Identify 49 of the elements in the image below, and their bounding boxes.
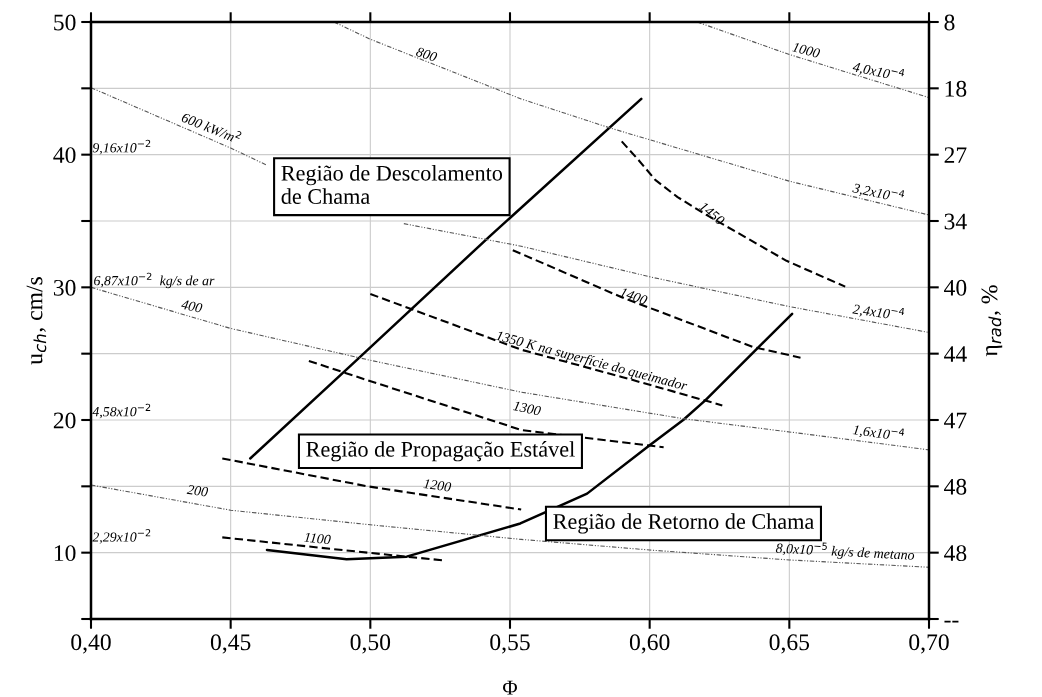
annotation: 8,0x10$^{−5}$ kg/s de metano [775,540,915,563]
y-tick-label: 10 [54,545,76,562]
annotation: 1000 [791,42,821,59]
y-tick-label: 30 [53,279,76,296]
x-tick-label: 0,55 [490,634,530,654]
x-tick-label: 0,45 [210,634,251,654]
x-axis-title: Φ [503,680,517,695]
category-label: 27 [944,147,967,163]
x-tick-label: 0,70 [909,634,949,654]
annotation: 1200 [423,478,452,492]
category-label: 18 [945,80,967,97]
annotation: 4,0x10$^{−4}$ [851,58,906,84]
annotation: 1100 [304,532,331,545]
annotation: 200 [186,484,209,497]
y-tick-label: 20 [53,412,76,429]
line-series [620,140,847,288]
y-axis-title: u$_{ch}$, cm/s [26,277,47,365]
annotation: Região de Retorno de Chama [553,513,814,534]
annotation: Região de Propagação Estável [306,441,575,462]
annotation: 400 [180,299,203,313]
category-label: 48 [944,478,967,495]
x-tick-label: 0,40 [71,634,111,654]
category-label: -- [944,620,959,623]
category-label: 47 [944,412,967,429]
annotation: 800 [415,46,438,62]
annotation: 1350 K na superfície do queimador [494,330,689,394]
annotation: 3,2x10$^{−4}$ [851,179,906,205]
y-tick-label: 50 [54,14,76,31]
annotation: 4,58x10$^{−2}$ [92,403,151,419]
annotation: 1300 [512,400,542,416]
category-label: 8 [944,14,955,31]
annotation: 2,4x10$^{−4}$ [851,301,905,323]
y2-axis-title: η$_{rad}$, % [981,285,1003,357]
x-tick-label: 0,65 [769,634,810,654]
annotation: 1450 [698,201,726,226]
category-label: 48 [944,545,967,562]
category-label: 34 [944,213,967,230]
annotation: 6,87x10$^{−2}$ kg/s de ar [94,272,215,289]
annotation: 2,29x10$^{−2}$ [92,529,151,544]
annotation: Região de Descolamento de Chama [281,165,503,204]
annotation: 9,16x10$^{−2}$ [92,139,151,155]
y-tick-label: 40 [53,147,76,164]
annotation: 600 kW/m$^{2}$ [180,109,243,145]
x-tick-label: 0,50 [350,634,391,654]
annotation: 1400 [619,287,649,306]
category-label: 44 [944,346,967,362]
x-tick-label: 0,60 [629,634,670,654]
annotation: 1,6x10$^{−4}$ [852,421,905,444]
category-label: 40 [944,279,967,296]
